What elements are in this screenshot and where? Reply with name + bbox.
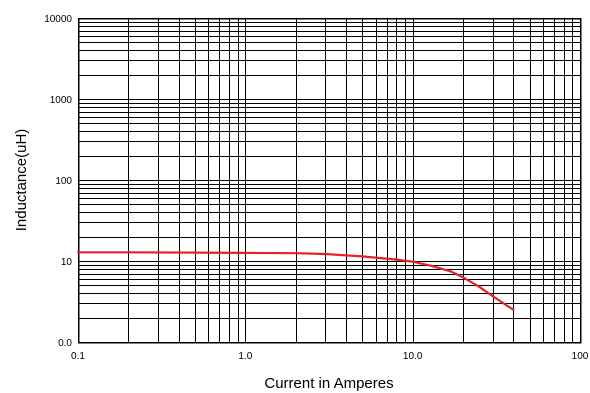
x-tick-label: 100 [572, 351, 589, 362]
y-tick-label: 100 [55, 176, 72, 187]
y-tick-label: 10 [61, 257, 73, 268]
y-axis-label: Inductance(uH) [13, 129, 30, 232]
x-tick-label: 1.0 [238, 351, 252, 362]
x-tick-label: 0.1 [71, 351, 85, 362]
x-tick-label: 10.0 [403, 351, 423, 362]
x-axis-label: Current in Amperes [264, 375, 393, 392]
y-axis-tick-labels: 0.0 10 100 1000 10000 [44, 14, 72, 349]
x-axis-tick-labels: 0.1 1.0 10.0 100 [71, 351, 589, 362]
y-tick-label: 10000 [44, 14, 72, 25]
series-line [76, 251, 515, 311]
chart-grid [78, 18, 580, 343]
plot-frame [77, 17, 582, 344]
y-tick-label: 0.0 [58, 338, 72, 349]
chart-series [76, 251, 515, 311]
y-tick-label: 1000 [50, 95, 73, 106]
